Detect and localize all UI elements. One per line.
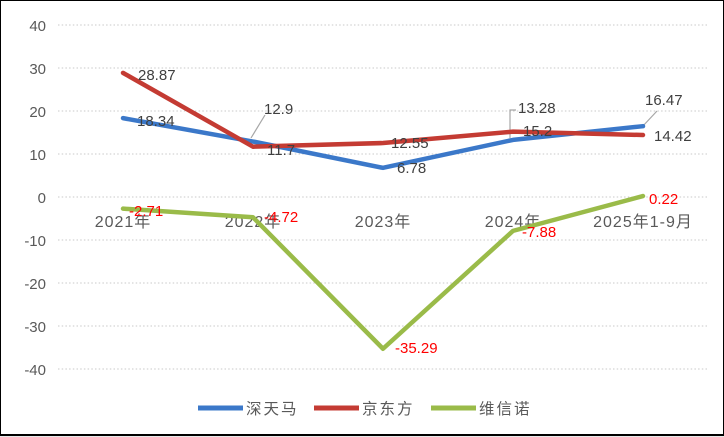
y-tick-label: 30 — [29, 61, 46, 78]
y-tick-label: -10 — [24, 233, 46, 250]
x-axis-label: 2021年 — [95, 213, 152, 231]
data-label-visionox: 0.22 — [649, 191, 678, 208]
label-leader-line — [641, 110, 658, 128]
legend-label-visionox: 维信诺 — [479, 400, 532, 418]
series-line-tianma — [120, 115, 646, 171]
legend-label-boe: 京东方 — [362, 400, 415, 418]
data-label-boe: 15.2 — [523, 123, 552, 140]
data-label-tianma: 18.34 — [137, 113, 175, 130]
data-label-tianma: 13.28 — [518, 100, 556, 117]
label-leader-line — [250, 114, 266, 139]
y-tick-label: 10 — [29, 147, 46, 164]
y-tick-label: 0 — [38, 190, 46, 207]
x-axis-label: 2025年1-9月 — [593, 213, 693, 231]
data-label-tianma: 6.78 — [397, 160, 426, 177]
data-label-tianma: 16.47 — [645, 92, 683, 109]
data-label-boe: 11.7 — [267, 142, 295, 159]
y-tick-label: -20 — [24, 276, 46, 293]
data-label-visionox: -7.88 — [522, 224, 556, 241]
series-line-visionox — [120, 193, 646, 351]
legend-label-tianma: 深天马 — [246, 400, 299, 418]
data-label-visionox: -2.71 — [129, 203, 163, 220]
series-line-boe — [120, 70, 646, 149]
y-tick-label: 20 — [29, 104, 46, 121]
data-label-boe: 14.42 — [654, 128, 692, 145]
data-label-tianma: 12.9 — [264, 101, 293, 118]
data-label-boe: 28.87 — [138, 67, 176, 84]
data-label-visionox: -35.29 — [395, 340, 438, 357]
data-label-boe: 12.55 — [391, 135, 429, 152]
y-tick-label: 40 — [29, 18, 46, 35]
y-tick-label: -40 — [24, 362, 46, 379]
label-leader-line — [509, 109, 516, 138]
x-axis-label: 2023年 — [355, 213, 412, 231]
y-tick-label: -30 — [24, 319, 46, 336]
data-label-visionox: -4.72 — [264, 209, 298, 226]
